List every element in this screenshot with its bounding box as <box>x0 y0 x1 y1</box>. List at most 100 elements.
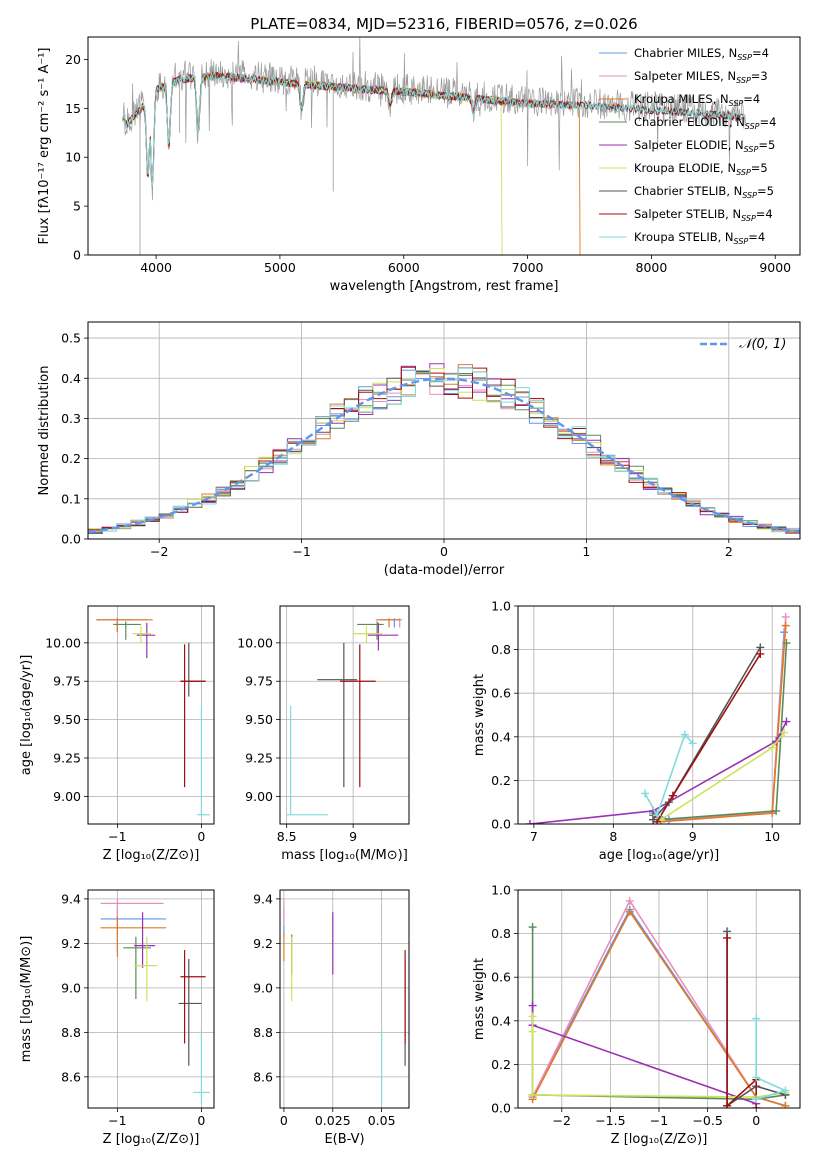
mass_vs_EBV-ytick-label-3: 9.2 <box>253 936 273 951</box>
age_vs_Z-xtick-label-0: −1 <box>108 829 126 844</box>
residuals-plot-area <box>88 363 800 534</box>
spectrum-xtick-label-0: 4000 <box>140 260 172 275</box>
massweight_vs_age-marker-kroupa_miles-3 <box>781 621 790 630</box>
residuals-xtick-label-3: 1 <box>582 544 590 559</box>
mass_vs_Z-point-salpeter_stelib <box>180 950 206 1044</box>
massweight_vs_age-ytick-label-5: 1.0 <box>491 599 511 614</box>
legend-subscript: SSP <box>736 76 751 85</box>
mass_vs_Z-point-kroupa_elodie <box>134 936 157 1002</box>
spectrum-xlabel: wavelength [Angstrom, rest frame] <box>330 279 559 294</box>
legend-value: =4 <box>748 230 765 244</box>
residuals-ytick-label-0: 0.0 <box>61 532 81 547</box>
massweight_vs_age-ytick-label-1: 0.2 <box>491 773 511 788</box>
massweight_vs_age-marker-kroupa_elodie-2 <box>780 728 789 737</box>
massweight_vs_Z-marker-kroupa_stelib-1 <box>752 1073 761 1082</box>
massweight_vs_Z-marker-kroupa_elodie-0 <box>528 1012 537 1021</box>
massweight_vs_age-xtick-label-2: 9 <box>689 829 697 844</box>
age_vs_mass-panel: 8.5 9 9.00 9.25 9.50 9.75 10.00 mass [log₁₀(M/M… <box>237 605 410 863</box>
age_vs_Z-ytick-label-2: 9.50 <box>53 712 81 727</box>
spectrum-ylabel: Flux [fλ10⁻¹⁷ erg cm⁻² s⁻¹ A⁻¹] <box>37 48 52 245</box>
legend-label-salpeter_stelib: Salpeter STELIB, NSSP=4 <box>634 207 773 223</box>
legend-label-salpeter_miles: Salpeter MILES, NSSP=3 <box>634 69 768 85</box>
legend-value: =3 <box>751 69 768 83</box>
age_vs_mass-point-kroupa_elodie <box>353 625 383 643</box>
residuals-panel: −2 −1 0 1 2 0.0 0.1 0.2 0.3 0.4 0.5 (data-model)/er… <box>37 321 801 578</box>
massweight_vs_age-marker-salpeter_miles-2 <box>781 612 790 621</box>
massweight_vs_age-ytick-label-0: 0.0 <box>491 817 511 832</box>
legend-label-kroupa_miles: Kroupa MILES, NSSP=4 <box>634 92 760 108</box>
age_vs_Z-ytick-label-3: 9.75 <box>53 674 81 689</box>
legend-value: =4 <box>756 207 773 221</box>
mass_vs_Z-point-kroupa_miles <box>100 916 167 957</box>
massweight_vs_Z-ytick-label-1: 0.2 <box>491 1057 511 1072</box>
massweight_vs_age-ytick-label-4: 0.8 <box>491 642 511 657</box>
massweight_vs_Z-marker-kroupa_elodie-2 <box>528 1090 537 1099</box>
spectrum-frame <box>87 36 801 256</box>
massweight_vs_Z-ytick-label-2: 0.4 <box>491 1013 511 1028</box>
legend-text: Kroupa ELODIE, N <box>634 161 736 175</box>
age_vs_mass-ytick-label-0: 9.00 <box>245 789 273 804</box>
spectrum-xtick-label-2: 6000 <box>388 260 420 275</box>
massweight_vs_age-marker-kroupa_stelib-2 <box>680 730 689 739</box>
massweight_vs_Z-frame <box>517 889 801 1109</box>
legend-label-salpeter_elodie: Salpeter ELODIE, NSSP=5 <box>634 138 775 154</box>
mass_vs_EBV-ytick-label-1: 8.8 <box>253 1025 273 1040</box>
age_vs_Z-point-salpeter_elodie <box>136 622 156 659</box>
age_vs_mass-point-kroupa_miles <box>375 618 400 628</box>
massweight_vs_Z-ytick-label-4: 0.8 <box>491 926 511 941</box>
legend-text: Salpeter STELIB, N <box>634 207 741 221</box>
residuals-frame <box>87 321 801 540</box>
mass_vs_Z-ytick-label-0: 8.6 <box>61 1069 81 1084</box>
legend-label-chabrier_stelib: Chabrier STELIB, NSSP=5 <box>634 184 774 200</box>
legend-subscript: SSP <box>734 237 749 246</box>
residuals-ytick-label-1: 0.1 <box>61 491 81 506</box>
massweight_vs_Z-marker-salpeter_elodie-0 <box>528 1001 537 1010</box>
legend-subscript: SSP <box>729 99 744 108</box>
age_vs_mass-ytick-label-1: 9.25 <box>245 750 273 765</box>
spectrum-ytick-label-1: 5 <box>73 199 81 214</box>
mass_vs_Z-xtick-label-1: 0 <box>197 1113 205 1128</box>
mass_vs_EBV-xlabel: E(B-V) <box>324 1132 364 1147</box>
mass_vs_Z-point-salpeter_elodie <box>134 912 156 968</box>
legend-value: =4 <box>760 115 777 129</box>
age_vs_Z-panel: −1 0 9.00 9.25 9.50 9.75 10.00 Z [log₁₀(Z/Z⊙)] a… <box>19 605 215 863</box>
age_vs_mass-point-kroupa_stelib <box>286 705 328 816</box>
massweight_vs_age-ytick-label-3: 0.6 <box>491 686 511 701</box>
age_vs_mass-plot-area <box>286 618 403 816</box>
mass_vs_EBV-ytick-label-0: 8.6 <box>253 1069 273 1084</box>
legend-text: Salpeter MILES, N <box>634 69 736 83</box>
age_vs_mass-ytick-label-3: 9.75 <box>245 674 273 689</box>
legend-value: =5 <box>757 184 774 198</box>
mass_vs_Z-plot-area <box>100 898 210 1104</box>
mass_vs_EBV-xtick-label-0: 0 <box>280 1113 288 1128</box>
mass_vs_EBV-ytick-label-2: 9.0 <box>253 980 273 995</box>
mass_vs_Z-ytick-label-1: 8.8 <box>61 1025 81 1040</box>
massweight_vs_Z-ytick-label-3: 0.6 <box>491 970 511 985</box>
legend-subscript: SSP <box>744 145 759 154</box>
mass_vs_Z-xtick-label-0: −1 <box>108 1113 126 1128</box>
age_vs_mass-point-salpeter_elodie <box>367 622 399 651</box>
legend-label-kroupa_stelib: Kroupa STELIB, NSSP=4 <box>634 230 765 246</box>
massweight_vs_age-ylabel: mass weight <box>472 674 487 756</box>
age_vs_Z-ytick-label-4: 10.00 <box>45 635 81 650</box>
massweight_vs_Z-plot-area <box>528 896 790 1108</box>
legend-value: =4 <box>743 92 760 106</box>
histogram-kroupa_stelib <box>88 367 800 533</box>
mass_vs_Z-frame <box>87 889 215 1109</box>
mass_vs_Z-ytick-label-3: 9.2 <box>61 936 81 951</box>
massweight_vs_Z-marker-kroupa_stelib-2 <box>781 1086 790 1095</box>
age_vs_Z-ytick-label-0: 9.00 <box>53 789 81 804</box>
mass_vs_Z-ylabel: mass [log₁₀(M/M⊙)] <box>19 936 34 1063</box>
age_vs_mass-ytick-label-4: 10.00 <box>237 635 273 650</box>
mass_vs_Z-point-kroupa_stelib <box>193 1030 210 1104</box>
massweight_vs_Z-marker-salpeter_stelib-0 <box>723 933 732 942</box>
age_vs_Z-point-salpeter_stelib <box>180 644 206 788</box>
legend-value: =5 <box>758 138 775 152</box>
mass_vs_Z-ytick-label-2: 9.0 <box>61 980 81 995</box>
spectrum-panel: 4000 5000 6000 7000 8000 9000 0 5 10 15 20 waveleng… <box>37 15 801 294</box>
legend-text: Kroupa STELIB, N <box>634 230 734 244</box>
massweight_vs_Z-xtick-label-2: −1 <box>650 1113 668 1128</box>
massweight_vs_Z-marker-kroupa_miles-1 <box>625 907 634 916</box>
massweight_vs_Z-panel: −2 −1.5 −1 −0.5 0 0.0 0.2 0.4 0.6 0.8 1.0 Z [log₁₀(… <box>472 883 801 1147</box>
